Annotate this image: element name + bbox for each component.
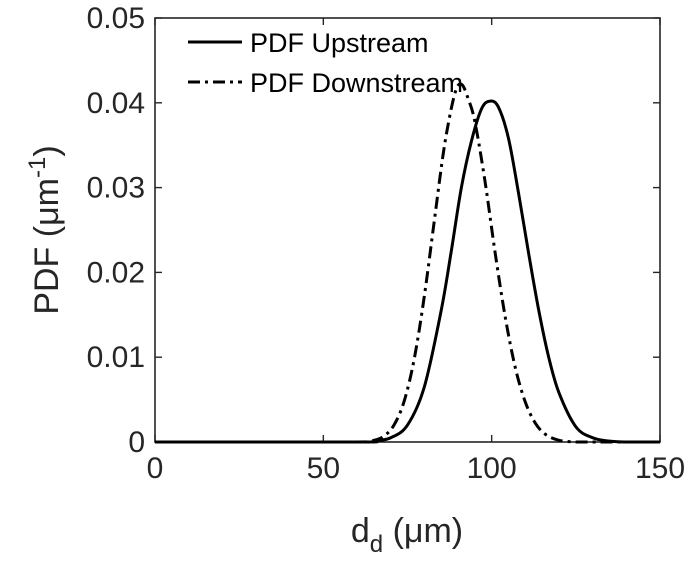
legend: PDF Upstream PDF Downstream <box>188 28 463 98</box>
x-axis-label: d <box>351 512 370 550</box>
y-tick-label: 0 <box>128 426 145 459</box>
series-group <box>155 82 660 444</box>
y-axis-close: ) <box>28 145 66 156</box>
y-tick-label: 0.01 <box>87 341 145 374</box>
x-axis-title: dd (μm) <box>351 512 463 558</box>
x-axis-unit: (μm) <box>383 512 463 550</box>
series-line-1 <box>155 99 660 444</box>
y-tick-label: 0.03 <box>87 172 145 205</box>
x-tick-label: 50 <box>307 452 340 485</box>
y-axis-superscript: -1 <box>24 157 51 178</box>
plot-area <box>154 17 661 443</box>
x-tick-label: 100 <box>467 452 517 485</box>
y-axis-title: PDF (μm-1) <box>24 145 66 314</box>
x-tick-label: 150 <box>635 452 685 485</box>
legend-label-1: PDF Upstream <box>250 28 429 58</box>
y-tick-label: 0.05 <box>87 2 145 35</box>
series-line-2 <box>155 82 660 444</box>
y-axis-label: PDF (μm <box>28 178 66 315</box>
y-tick-label: 0.02 <box>87 256 145 289</box>
x-tick-label: 0 <box>147 452 164 485</box>
x-axis-subscript: d <box>370 531 383 558</box>
y-tick-label: 0.04 <box>87 87 145 120</box>
plot-frame <box>154 17 661 443</box>
axis-ticks: 0 50 100 150 0 0.01 0.02 0.03 0.04 0.05 <box>87 2 685 485</box>
legend-label-2: PDF Downstream <box>250 68 463 98</box>
